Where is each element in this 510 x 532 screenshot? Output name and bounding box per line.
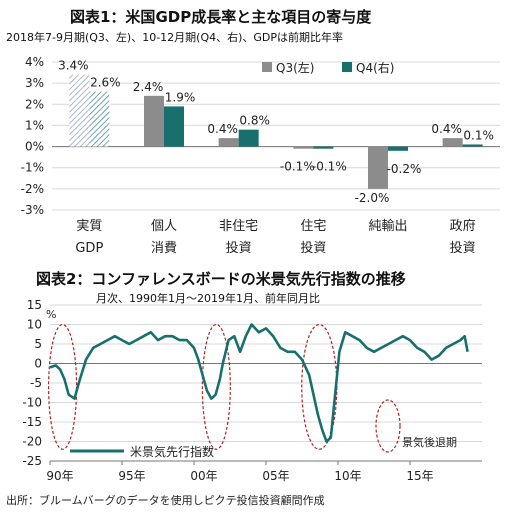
chart1-value-label: -2.0% <box>355 191 390 205</box>
chart1-value-label: 0.4% <box>431 122 462 136</box>
legend-label-q3: Q3(左) <box>276 60 314 75</box>
chart2-title: 図表2：コンファレンスボードの米景気先行指数の推移 <box>36 270 406 288</box>
chart1-bar-q4 <box>238 129 259 147</box>
chart1-category-label: 政府 <box>450 219 476 234</box>
chart1-value-label: 0.4% <box>207 122 238 136</box>
chart1-category-label: 住宅 <box>300 219 326 234</box>
chart2-xtick-label: 95年 <box>118 469 145 483</box>
chart1-ytick-label: 1% <box>25 118 44 132</box>
chart1-bar-q3 <box>69 74 90 147</box>
chart1-bar-q3 <box>368 146 388 189</box>
chart1-legend: Q3(左) Q4(右) <box>262 60 394 75</box>
chart1-ytick-label: 3% <box>25 76 44 90</box>
chart2-recession-ellipse <box>47 323 78 450</box>
chart1-bar-q3 <box>144 95 164 147</box>
chart-2: 図表2：コンファレンスボードの米景気先行指数の推移 月次、1990年1月～201… <box>22 270 482 483</box>
chart2-recession-ellipses <box>47 323 338 450</box>
chart1-ytick-label: 0% <box>25 140 44 154</box>
chart1-ytick-label: -2% <box>21 182 44 196</box>
chart2-xtick-label: 90年 <box>46 469 73 483</box>
chart1-value-labels: 3.4%2.6% 2.4%1.9%0.4%0.8%-0.1%-0.1%-2.0%-… <box>58 59 494 205</box>
chart1-category-label: 実質 <box>76 218 102 234</box>
legend-label-q4: Q4(右) <box>356 60 394 75</box>
chart1-ytick-label: 2% <box>25 97 44 111</box>
chart1-bar-q4 <box>462 144 483 147</box>
chart2-series-line <box>49 323 469 443</box>
chart1-category-label: 個人 <box>151 219 177 234</box>
chart2-subtitle: 月次、1990年1月～2019年1月、前年同月比 <box>96 291 320 305</box>
chart2-ytick-label: -20 <box>22 435 42 449</box>
chart2-ylabel: % <box>46 308 56 321</box>
chart2-xtick-label: 00年 <box>190 469 217 483</box>
recession-legend-ellipse <box>375 399 401 453</box>
recession-label: 景気後退期 <box>402 435 457 449</box>
chart2-ytick-label: -10 <box>22 396 42 410</box>
chart2-ytick-label: -5 <box>30 376 42 390</box>
chart1-bar-q4 <box>164 106 184 147</box>
chart1-ytick-label: 4% <box>25 55 44 69</box>
chart1-bar-q3 <box>218 138 239 147</box>
chart1-category-label-line2: GDP <box>75 241 103 256</box>
chart1-bar-q4 <box>89 91 110 147</box>
chart1-title: 図表1：米国GDP成長率と主な項目の寄与度 <box>70 8 372 26</box>
legend-label-lei: 米景気先行指数 <box>130 444 214 459</box>
chart1-subtitle: 2018年7-9月期(Q3、左)、10-12月期(Q4、右)、GDPは前期比年率 <box>6 30 343 44</box>
chart1-value-label: 1.9% <box>165 90 196 104</box>
chart1-value-label: 3.4% <box>58 59 89 73</box>
legend-swatch-q4 <box>342 62 352 72</box>
chart2-xtick-label: 15年 <box>406 469 433 483</box>
chart1-bar-q3 <box>442 138 463 147</box>
chart1-value-label: -0.1% <box>312 160 347 174</box>
chart1-value-label: -0.2% <box>387 162 422 176</box>
chart2-xtick-label: 10年 <box>334 469 361 483</box>
chart1-axes: 4% 3% 2% 1% 0% -1% -2% -3% <box>21 55 500 217</box>
chart2-ytick-label: -25 <box>22 454 42 468</box>
chart1-value-label: 0.8% <box>239 114 270 128</box>
chart1-category-label-line2: 消費 <box>151 241 177 256</box>
chart1-value-label: 2.4% <box>133 80 164 94</box>
chart1-value-label: -0.1% <box>280 160 315 174</box>
chart1-ytick-label: -3% <box>21 203 44 217</box>
chart2-ytick-label: -15 <box>22 415 42 429</box>
chart2-ytick-label: 15 <box>27 298 42 312</box>
recession-annotation: 景気後退期 <box>375 399 457 453</box>
chart2-ytick-label: 5 <box>34 337 42 351</box>
chart2-series <box>49 323 469 443</box>
chart1-category-label-line2: 投資 <box>300 240 326 256</box>
chart2-recession-ellipse <box>201 323 231 450</box>
legend-swatch-q3 <box>262 62 272 72</box>
chart1-category-label: 非住宅 <box>219 219 258 234</box>
source-note: 出所：ブルームバーグのデータを使用しピクテ投信投資顧問作成 <box>6 493 325 507</box>
chart1-bar-q3 <box>293 146 314 149</box>
chart-1: 図表1：米国GDP成長率と主な項目の寄与度 2018年7-9月期(Q3、左)、1… <box>6 8 500 256</box>
chart1-bar-q4 <box>388 146 408 151</box>
chart1-value-label: 0.1% <box>463 128 494 142</box>
chart2-axes: 15 10 5 0 -5 -10 -15 -20 -25 90年 95年 00年 05年 10年 15年 <box>22 298 482 483</box>
chart1-ytick-label: -1% <box>21 161 44 175</box>
chart2-legend: 米景気先行指数 <box>70 444 214 459</box>
chart1-value-label: 2.6% <box>90 76 121 90</box>
chart1-bar-q4 <box>313 146 334 149</box>
chart1-category-label: 純輸出 <box>368 219 407 234</box>
chart1-bars <box>69 74 483 189</box>
chart2-ytick-label: 10 <box>27 318 42 332</box>
chart2-ytick-label: 0 <box>34 357 42 371</box>
chart2-xtick-label: 05年 <box>262 469 289 483</box>
chart1-category-label-line2: 投資 <box>226 240 252 256</box>
chart1-category-label-line2: 投資 <box>450 240 476 256</box>
